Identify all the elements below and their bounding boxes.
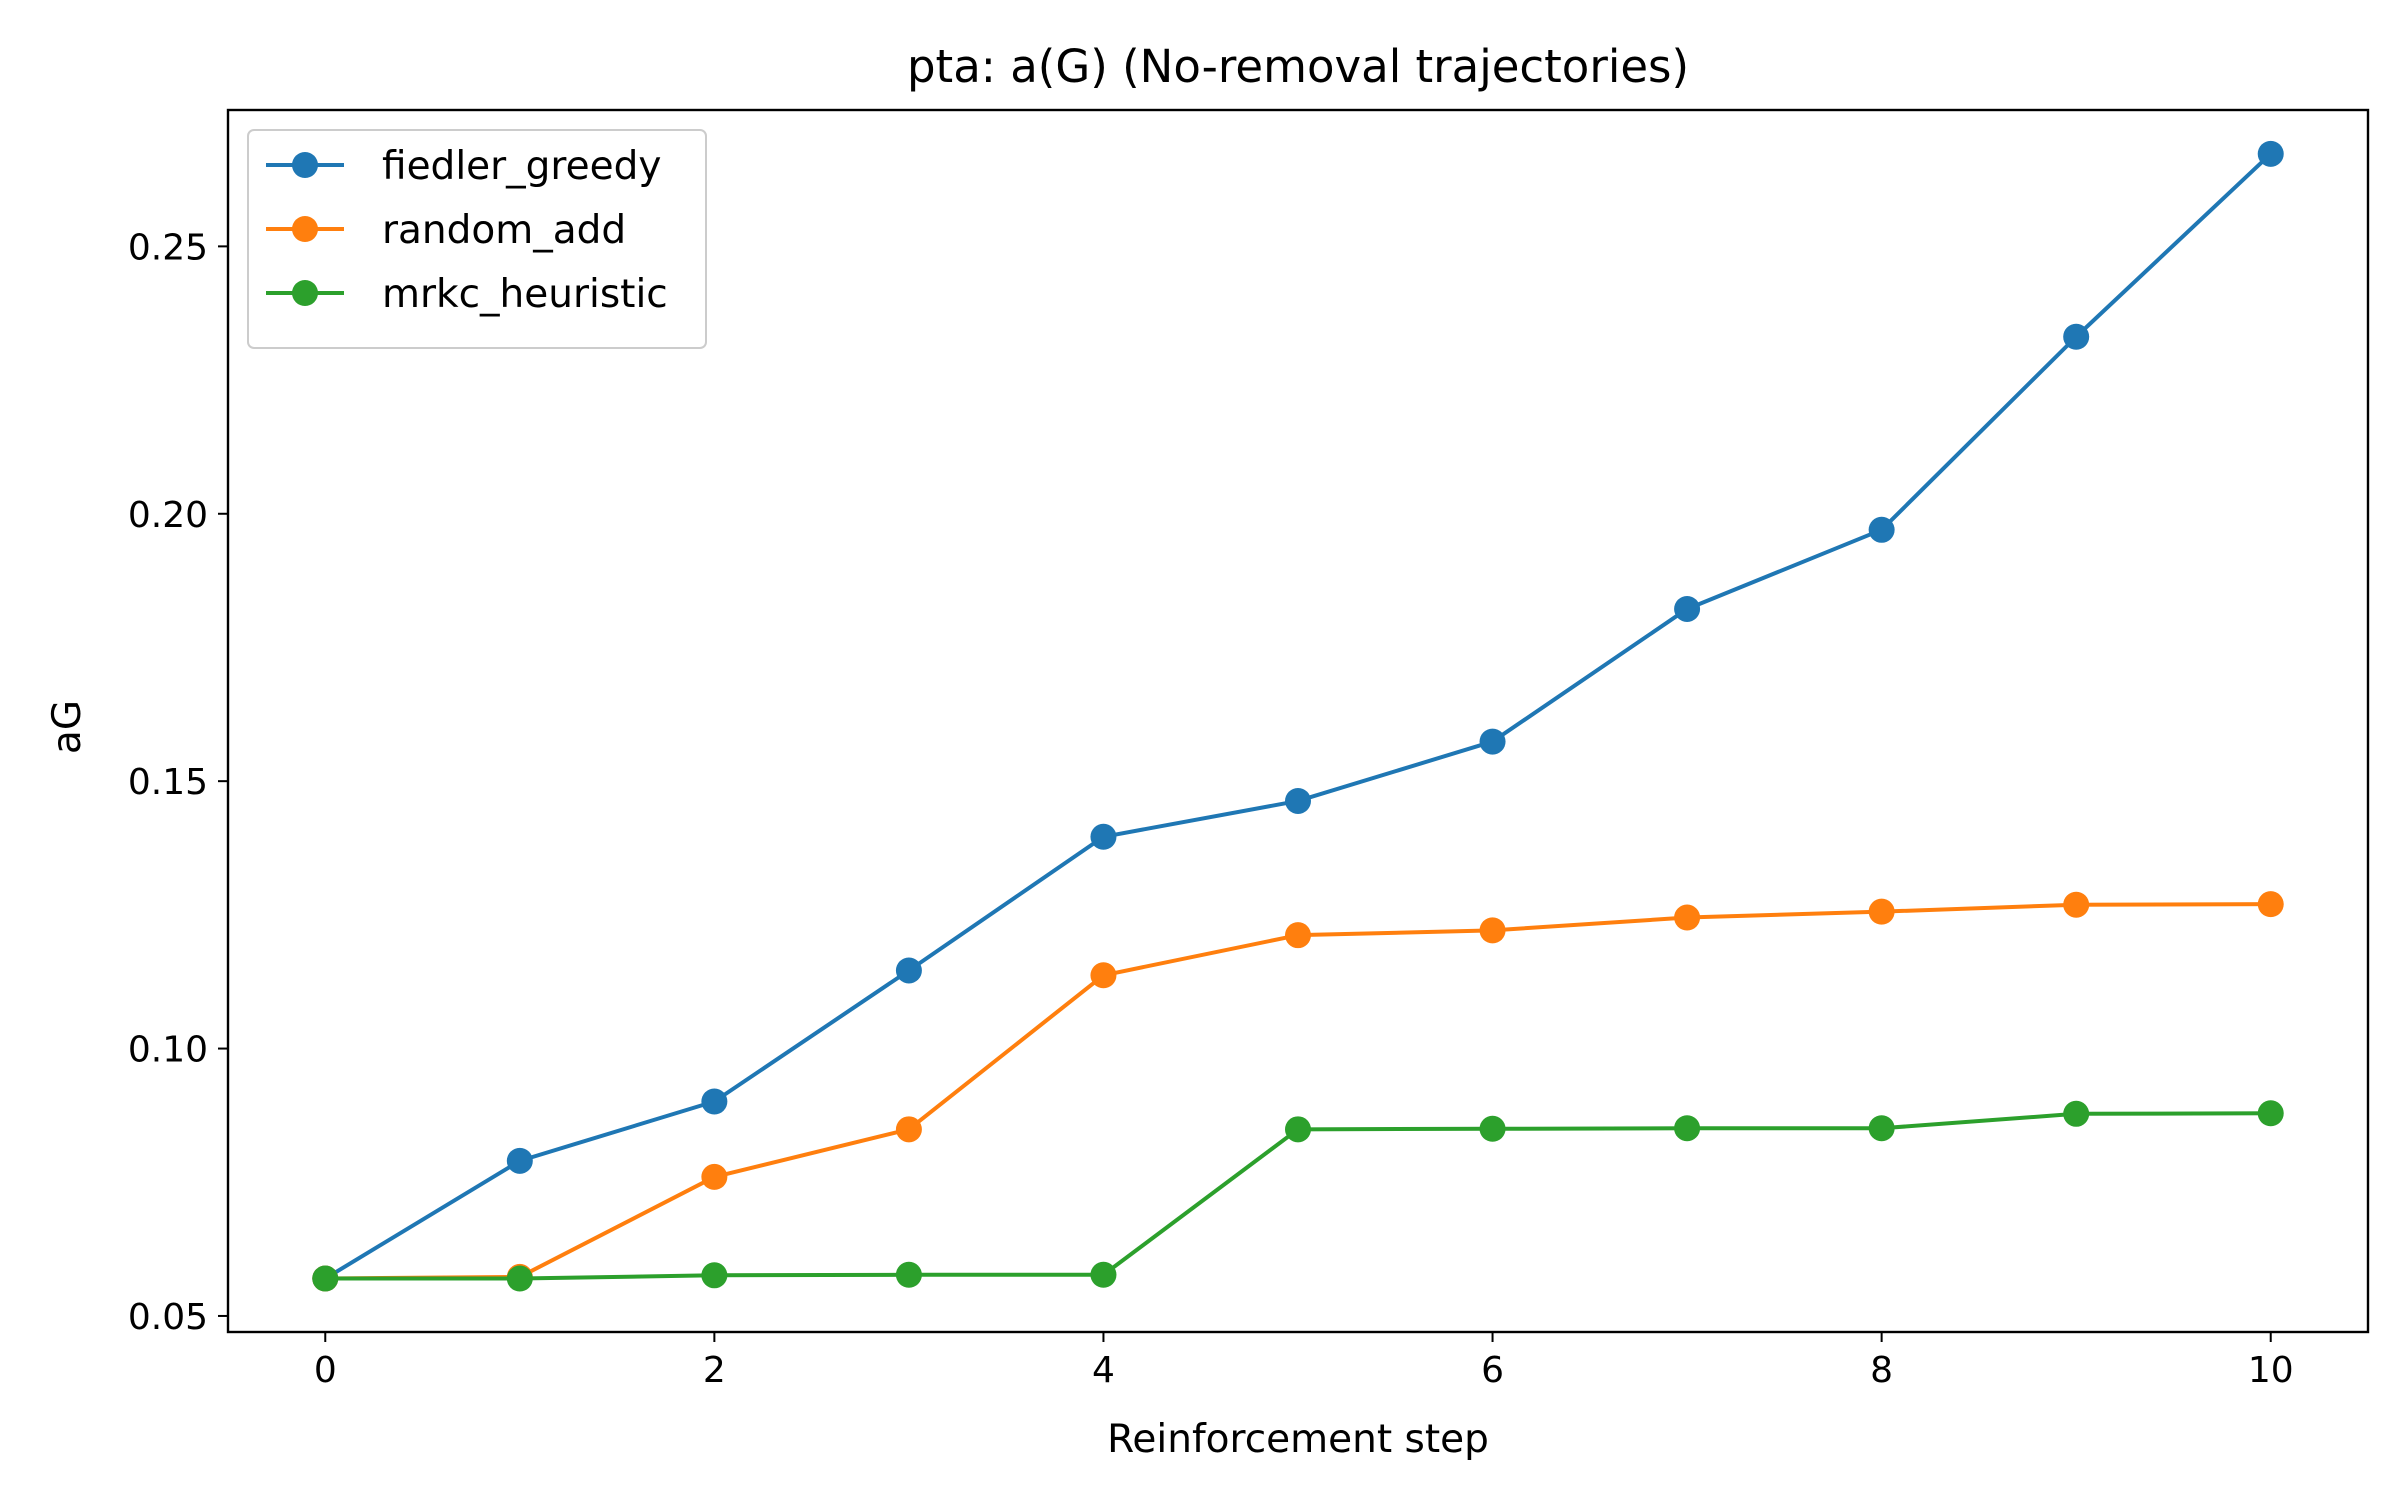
- data-point-fiedler_greedy: [2063, 323, 2090, 350]
- data-point-fiedler_greedy: [1674, 595, 1701, 622]
- data-point-fiedler_greedy: [1868, 516, 1895, 543]
- data-point-random_add: [1479, 917, 1506, 944]
- data-point-random_add: [701, 1163, 728, 1190]
- y-tick-label: 0.10: [128, 1030, 208, 1071]
- data-point-fiedler_greedy: [1090, 823, 1117, 850]
- data-point-mrkc_heuristic: [1090, 1261, 1117, 1288]
- legend-label-fiedler_greedy: fiedler_greedy: [382, 144, 661, 189]
- x-tick-label: 6: [1481, 1350, 1504, 1391]
- legend-marker-random_add: [292, 216, 318, 242]
- chart-title: pta: a(G) (No-removal trajectories): [907, 40, 1689, 93]
- y-tick-label: 0.15: [128, 762, 208, 803]
- plot-frame: [226, 108, 2370, 1334]
- x-tick-label: 10: [2248, 1350, 2294, 1391]
- legend-label-random_add: random_add: [382, 208, 626, 253]
- data-point-mrkc_heuristic: [312, 1265, 339, 1292]
- x-tick-label: 0: [314, 1350, 337, 1391]
- data-point-mrkc_heuristic: [2257, 1100, 2284, 1127]
- data-point-random_add: [1868, 898, 1895, 925]
- data-point-random_add: [1674, 904, 1701, 931]
- data-point-random_add: [1090, 962, 1117, 989]
- data-point-fiedler_greedy: [1479, 728, 1506, 755]
- legend-label-mrkc_heuristic: mrkc_heuristic: [382, 272, 668, 317]
- data-point-fiedler_greedy: [701, 1088, 728, 1115]
- x-tick-label: 8: [1870, 1350, 1893, 1391]
- y-tick-label: 0.20: [128, 495, 208, 536]
- legend: fiedler_greedy random_add mrkc_heuristic: [247, 129, 707, 349]
- data-point-fiedler_greedy: [2257, 140, 2284, 167]
- data-point-random_add: [2063, 891, 2090, 918]
- data-point-random_add: [895, 1116, 922, 1143]
- y-tick-label: 0.25: [128, 227, 208, 268]
- data-point-fiedler_greedy: [895, 957, 922, 984]
- plot-area: 0 2 4 6 8 10 0.05 0.10 0.15 0.20 0.25: [128, 108, 2370, 1391]
- y-tick-label: 0.05: [128, 1297, 208, 1338]
- data-point-mrkc_heuristic: [1285, 1116, 1311, 1143]
- data-point-random_add: [2257, 891, 2284, 918]
- legend-box: [247, 129, 707, 349]
- data-point-mrkc_heuristic: [2063, 1100, 2090, 1127]
- data-point-fiedler_greedy: [1285, 787, 1311, 814]
- data-point-mrkc_heuristic: [1479, 1115, 1506, 1142]
- data-point-random_add: [1285, 922, 1311, 949]
- data-point-mrkc_heuristic: [1674, 1115, 1701, 1142]
- legend-marker-mrkc_heuristic: [292, 280, 318, 306]
- data-point-fiedler_greedy: [506, 1147, 533, 1174]
- legend-marker-fiedler_greedy: [292, 152, 318, 178]
- x-axis-label: Reinforcement step: [1107, 1417, 1489, 1462]
- data-point-mrkc_heuristic: [895, 1261, 922, 1288]
- x-tick-label: 4: [1092, 1350, 1115, 1391]
- data-point-mrkc_heuristic: [1868, 1115, 1895, 1142]
- data-point-mrkc_heuristic: [506, 1265, 533, 1292]
- data-point-mrkc_heuristic: [701, 1262, 728, 1289]
- x-tick-label: 2: [703, 1350, 726, 1391]
- y-axis-label: aG: [45, 700, 90, 754]
